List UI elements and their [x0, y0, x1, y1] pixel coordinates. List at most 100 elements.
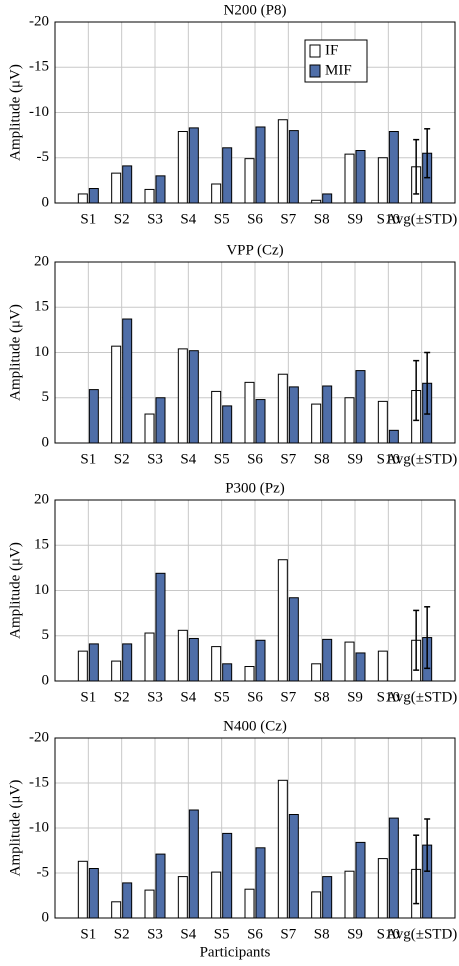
bar — [211, 390, 222, 444]
bar — [222, 832, 233, 919]
x-tick-label: S10 — [377, 451, 400, 467]
bar — [88, 188, 99, 204]
x-tick-label: S2 — [114, 211, 130, 227]
y-tick-label: -15 — [29, 59, 49, 75]
bar — [177, 348, 188, 444]
plot-frame — [54, 261, 456, 444]
y-tick-label: -10 — [29, 104, 49, 120]
chart-title: N200 (P8) — [224, 2, 287, 18]
bar — [144, 889, 155, 919]
legend-label: MIF — [325, 62, 352, 78]
chart-title: P300 (Pz) — [225, 480, 285, 496]
bar — [155, 175, 166, 204]
bar — [77, 860, 88, 919]
x-tick-label: S2 — [114, 926, 130, 942]
x-tick-label: S5 — [214, 926, 230, 942]
bar — [122, 882, 133, 919]
bar — [255, 639, 266, 682]
bar — [188, 637, 199, 682]
y-tick-label: -5 — [37, 149, 50, 165]
bar — [177, 131, 188, 204]
x-tick-label: S8 — [314, 926, 330, 942]
bar — [277, 559, 288, 682]
legend-swatch — [309, 44, 321, 58]
bar — [211, 871, 222, 919]
bar — [222, 147, 233, 204]
bar — [222, 663, 233, 682]
bar — [177, 629, 188, 682]
x-tick-label: S9 — [347, 689, 363, 705]
x-tick-label: Avg(±STD) — [386, 451, 457, 467]
y-tick-label: 15 — [34, 299, 49, 315]
bar — [188, 809, 199, 919]
bar — [155, 572, 166, 682]
y-tick-label: -15 — [29, 774, 49, 790]
bar — [311, 891, 322, 919]
y-tick-label: 0 — [42, 434, 50, 450]
bar — [244, 381, 255, 444]
bar — [244, 158, 255, 204]
y-tick-label: 0 — [42, 672, 50, 688]
x-tick-label: S2 — [114, 451, 130, 467]
bar — [388, 131, 399, 204]
y-axis-label: Amplitude (μV) — [7, 542, 23, 639]
y-tick-label: -20 — [29, 729, 49, 745]
chart-title: N400 (Cz) — [223, 718, 287, 734]
x-tick-label: S8 — [314, 451, 330, 467]
bar — [277, 119, 288, 204]
y-tick-label: 10 — [34, 344, 49, 360]
bar — [277, 373, 288, 444]
x-tick-label: S3 — [147, 689, 163, 705]
bar — [344, 397, 355, 444]
x-tick-label: S8 — [314, 689, 330, 705]
bar — [255, 399, 266, 444]
y-axis-label: Amplitude (μV) — [7, 64, 23, 161]
x-tick-label: S10 — [377, 689, 400, 705]
x-tick-label: S6 — [247, 211, 263, 227]
x-tick-label: S5 — [214, 451, 230, 467]
x-tick-label: S5 — [214, 689, 230, 705]
bar — [311, 663, 322, 682]
bar — [311, 199, 322, 204]
bar — [211, 646, 222, 682]
plot-frame — [54, 737, 456, 919]
bar — [77, 650, 88, 682]
bar — [144, 632, 155, 682]
bar — [355, 652, 366, 682]
bar — [344, 870, 355, 919]
x-tick-label: S3 — [147, 211, 163, 227]
x-tick-label: S1 — [80, 451, 96, 467]
bar — [355, 841, 366, 919]
bar — [344, 153, 355, 204]
bar — [288, 814, 299, 919]
bar — [377, 858, 388, 919]
bar — [111, 901, 122, 919]
x-tick-label: S3 — [147, 451, 163, 467]
bar — [88, 868, 99, 919]
x-tick-label: S7 — [280, 689, 296, 705]
x-tick-label: S3 — [147, 926, 163, 942]
bar — [388, 817, 399, 919]
bar — [188, 350, 199, 444]
y-tick-label: 0 — [42, 909, 50, 925]
y-axis-label: Amplitude (μV) — [7, 304, 23, 401]
x-tick-label: S4 — [180, 451, 196, 467]
x-tick-label: S4 — [180, 689, 196, 705]
bar — [288, 597, 299, 682]
x-tick-label: S10 — [377, 926, 400, 942]
x-tick-label: S6 — [247, 451, 263, 467]
x-tick-label: S1 — [80, 689, 96, 705]
plot-frame — [54, 21, 456, 204]
x-tick-label: Avg(±STD) — [386, 689, 457, 705]
bar — [377, 400, 388, 444]
bar — [88, 643, 99, 682]
bar — [144, 188, 155, 204]
bar — [144, 413, 155, 444]
bar — [177, 876, 188, 919]
bar — [222, 405, 233, 444]
x-tick-label: S6 — [247, 689, 263, 705]
bar — [244, 888, 255, 919]
y-tick-label: 5 — [42, 389, 50, 405]
x-tick-label: S5 — [214, 211, 230, 227]
